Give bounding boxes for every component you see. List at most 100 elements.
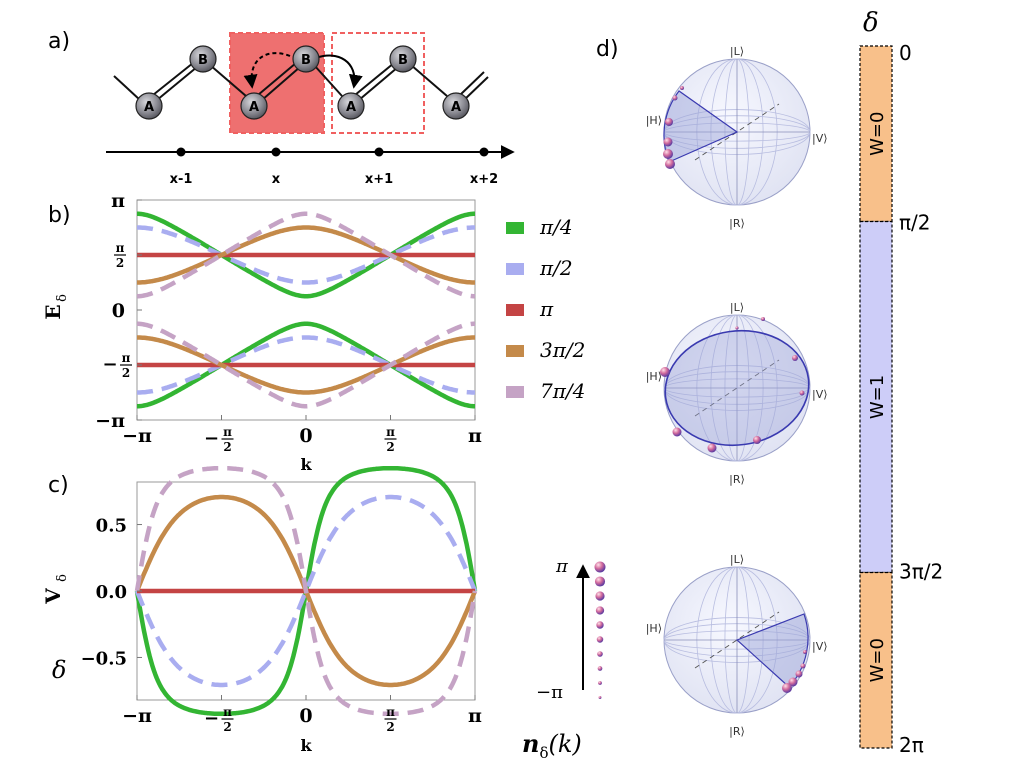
state-ball	[672, 95, 678, 101]
plot-b-xtick: 0	[299, 425, 312, 447]
lattice-node	[337, 92, 365, 120]
sphere-label-left: |H⟩	[646, 622, 662, 635]
position-ticks: x-1 x x+1 x+2	[170, 147, 498, 187]
plot-b-series-3	[136, 225, 476, 285]
legend-swatch	[506, 222, 524, 234]
position-dot	[271, 147, 281, 157]
legend-label: π/4	[539, 215, 573, 239]
state-ball	[660, 367, 670, 377]
plot-b-ytick-den: 2	[116, 256, 124, 270]
winding-bar: δ W=0 W=1 W=0 0 π/2 3π/2 2π	[859, 8, 943, 757]
winding-tick: 2π	[899, 733, 924, 757]
sphere-axis-dashed	[694, 103, 780, 161]
winding-label: W=1	[867, 375, 888, 419]
lattice-node-label: B	[198, 53, 208, 68]
plot-c-ytick: −0.5	[81, 648, 127, 669]
plot-b-xtick: π	[468, 425, 482, 447]
winding-bar-header: δ	[863, 8, 879, 38]
sphere-label-left: |H⟩	[646, 370, 662, 383]
bloch-sphere: |L⟩ |R⟩ |H⟩ |V⟩	[646, 553, 828, 738]
plot-c-series-1	[134, 494, 478, 688]
plot-b-series-3	[136, 335, 476, 395]
plot-b-series-0	[136, 211, 476, 299]
k-ball	[595, 606, 605, 615]
legend-label: π	[539, 297, 554, 321]
bloch-sphere: |L⟩ |R⟩ |H⟩ |V⟩	[646, 301, 828, 486]
k-colorbar-top: π	[555, 556, 569, 577]
plot-b-series-1	[136, 225, 476, 285]
sphere-label-top: |L⟩	[730, 301, 744, 314]
winding-segment	[859, 45, 893, 223]
plot-c-ytick: 0.0	[96, 582, 127, 603]
k-ball	[595, 591, 605, 601]
plot-c-xtick: π	[468, 705, 482, 727]
lattice-node	[240, 92, 268, 120]
k-ball	[594, 561, 606, 573]
k-colorbar-label-arg: (k)	[548, 730, 581, 758]
lattice-bonds	[113, 62, 489, 101]
trajectory	[664, 329, 810, 447]
lattice-node-label: B	[301, 53, 311, 68]
legend-label: 7π/4	[540, 379, 585, 403]
lattice-node-label: B	[398, 53, 408, 68]
legend-swatch	[506, 345, 524, 357]
panel-d: d) |L⟩ |R⟩ |H⟩ |V⟩ |L⟩ |R⟩ |H⟩ |V⟩ |L⟩ |R⟩ |H⟩ |V⟩	[596, 37, 828, 738]
k-ball	[597, 651, 603, 657]
sphere-axis-dashed	[694, 611, 780, 669]
plot-c-xlabel: k	[300, 736, 312, 755]
lattice-node	[442, 92, 470, 120]
panel-a: a) A B A B A B A x-1 x x+1 x+2	[48, 29, 515, 187]
state-ball	[665, 118, 673, 126]
winding-segments: W=0 W=1 W=0 0 π/2 3π/2 2π	[859, 41, 943, 757]
state-ball	[663, 137, 673, 147]
plot-b-ytick: π	[111, 190, 125, 212]
lattice-node	[292, 45, 320, 73]
state-ball	[672, 427, 682, 437]
sphere-label-bottom: |R⟩	[729, 217, 745, 230]
plot-b-series-4	[136, 321, 476, 409]
plot-b-series-1	[136, 335, 476, 395]
state-ball	[707, 443, 717, 453]
legend: π/4 π/2 π 3π/2 7π/4	[506, 215, 585, 403]
winding-label: W=0	[867, 112, 888, 156]
lattice-node-label: A	[249, 100, 259, 115]
k-colorbar-label: nδ(k)	[522, 729, 582, 762]
sphere-label-left: |H⟩	[646, 114, 662, 127]
k-colorbar-balls	[594, 561, 606, 699]
sphere-label-top: |L⟩	[730, 45, 744, 58]
plot-b-xtick-minus: −	[204, 428, 219, 449]
lattice-node	[135, 92, 163, 120]
k-ball	[597, 666, 603, 671]
bloch-sphere: |L⟩ |R⟩ |H⟩ |V⟩	[646, 45, 828, 230]
hopping-arrow-solid	[315, 54, 363, 89]
hopping-arrow-dashed	[243, 52, 291, 89]
plot-b-ylabel-sub: δ	[55, 294, 70, 302]
state-ball	[665, 159, 675, 169]
state-ball	[663, 149, 673, 159]
plot-c-xtick-den: 2	[386, 720, 394, 734]
plot-b-xtick: −π/2−π2	[204, 425, 234, 454]
sphere-axis-dashed	[694, 359, 780, 417]
position-label: x+2	[470, 172, 498, 187]
panel-b-label: b)	[48, 203, 71, 228]
plot-c-xtick: −π	[122, 705, 152, 727]
plot-c-xtick-num: π	[386, 705, 395, 719]
k-ball	[598, 681, 602, 685]
lattice-node-label: A	[144, 100, 154, 115]
state-ball	[792, 355, 798, 361]
plot-b-ytick: −π	[95, 410, 125, 432]
lattice-node-label: A	[346, 100, 356, 115]
plot-b-ytick-minus: −	[102, 354, 117, 375]
plot-b-ylabel-main: E	[41, 304, 65, 319]
panel-a-label: a)	[48, 29, 70, 54]
state-ball	[803, 650, 807, 654]
position-label: x-1	[170, 172, 193, 187]
plot-c-xtick: π/2π2	[384, 705, 397, 734]
sphere-label-right: |V⟩	[812, 640, 828, 653]
plot-b-ytick: −π/2−π2	[102, 351, 132, 380]
state-ball	[800, 663, 806, 669]
state-ball	[799, 390, 805, 396]
k-ball	[596, 621, 604, 629]
